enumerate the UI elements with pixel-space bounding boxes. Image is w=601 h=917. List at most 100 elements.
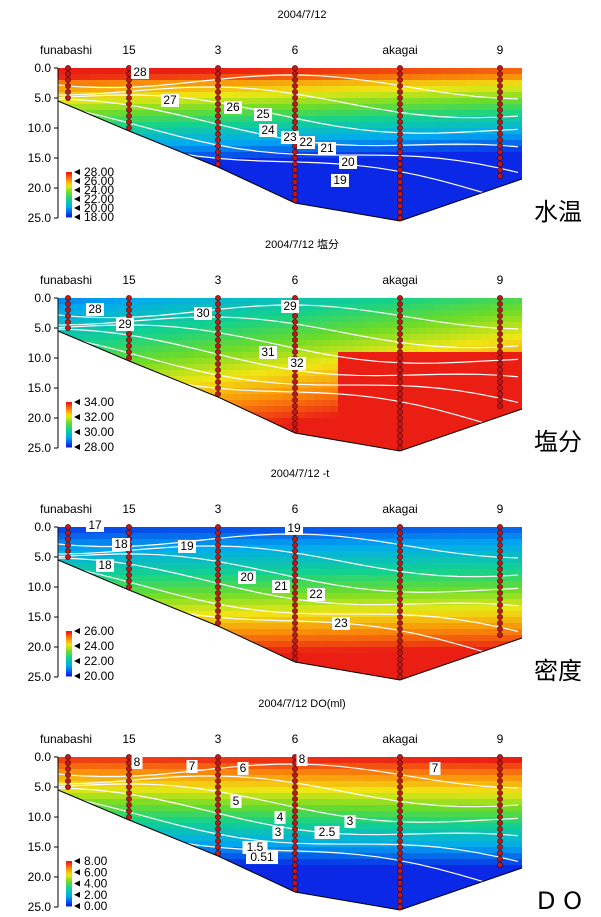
heat-cell <box>434 298 443 305</box>
heat-cell <box>394 557 403 564</box>
heat-cell <box>170 623 179 630</box>
heat-cell <box>210 605 219 612</box>
contour-label-bg <box>224 101 242 114</box>
sample-point <box>497 65 503 71</box>
heat-cell <box>474 665 483 672</box>
heat-cell <box>218 563 227 570</box>
heat-cell <box>362 400 371 407</box>
heat-cell <box>202 134 211 141</box>
heat-cell <box>362 659 371 666</box>
heat-cell <box>482 176 491 183</box>
heat-cell <box>186 647 195 654</box>
heat-cell <box>410 328 419 335</box>
heat-cell <box>58 659 67 666</box>
heat-cell <box>506 104 515 111</box>
heat-cell <box>322 340 331 347</box>
heat-cell <box>338 328 347 335</box>
heat-cell <box>274 74 283 81</box>
heat-cell <box>514 328 522 335</box>
heat-cell <box>114 340 123 347</box>
heat-cell <box>450 388 459 395</box>
heat-cell <box>66 164 75 171</box>
heat-cell <box>402 152 411 159</box>
heat-cell <box>330 635 339 642</box>
heat-cell <box>178 340 187 347</box>
heat-cell <box>90 545 99 552</box>
heat-cell <box>458 304 467 311</box>
heat-cell <box>258 539 267 546</box>
heat-cell <box>274 334 283 341</box>
heat-cell <box>506 629 515 636</box>
heat-cell <box>506 376 515 383</box>
heat-cell <box>418 122 427 129</box>
heat-cell <box>58 134 67 141</box>
heat-cell <box>82 146 91 153</box>
heat-cell <box>394 182 403 189</box>
heat-cell <box>122 158 131 165</box>
heat-cell <box>314 80 323 87</box>
heat-cell <box>162 539 171 546</box>
heat-cell <box>338 394 347 401</box>
sample-point <box>65 325 71 331</box>
sample-point <box>497 149 503 155</box>
heat-cell <box>122 86 131 93</box>
heat-cell <box>418 170 427 177</box>
heat-cell <box>362 188 371 195</box>
heat-cell <box>514 671 522 678</box>
sample-point <box>497 101 503 107</box>
y-tick-label: 20.0 <box>28 640 52 654</box>
heat-cell <box>66 328 75 335</box>
heat-cell <box>490 400 499 407</box>
heat-cell <box>74 364 83 371</box>
heat-cell <box>242 92 251 99</box>
sample-point <box>215 343 221 349</box>
heat-cell <box>226 304 235 311</box>
heat-cell <box>266 376 275 383</box>
heat-cell <box>234 334 243 341</box>
station-label: akagai <box>382 273 417 287</box>
heat-cell <box>394 563 403 570</box>
heat-cell <box>138 164 147 171</box>
heat-cell <box>266 316 275 323</box>
heat-cell <box>274 86 283 93</box>
heat-cell <box>178 599 187 606</box>
heat-cell <box>298 152 307 159</box>
heat-cell <box>274 340 283 347</box>
heat-cell <box>498 665 507 672</box>
heat-cell <box>226 140 235 147</box>
heat-cell <box>74 545 83 552</box>
heat-cell <box>482 352 491 359</box>
heat-cell <box>146 581 155 588</box>
heat-cell <box>362 218 371 221</box>
heat-cell <box>234 352 243 359</box>
heat-cell <box>330 400 339 407</box>
heat-cell <box>490 152 499 159</box>
heat-cell <box>162 545 171 552</box>
heat-cell <box>370 671 379 678</box>
heat-cell <box>482 593 491 600</box>
heat-cell <box>434 352 443 359</box>
heat-cell <box>370 206 379 213</box>
heat-cell <box>506 170 515 177</box>
heat-cell <box>362 587 371 594</box>
heat-cell <box>258 92 267 99</box>
heat-cell <box>370 557 379 564</box>
heat-cell <box>162 430 171 437</box>
heat-cell <box>162 436 171 443</box>
y-tick-label: 10.0 <box>28 351 52 365</box>
heat-cell <box>170 122 179 129</box>
heat-cell <box>106 310 115 317</box>
heat-cell <box>458 412 467 419</box>
heat-cell <box>498 671 507 678</box>
heat-cell <box>426 412 435 419</box>
heat-cell <box>394 527 403 534</box>
heat-cell <box>258 406 267 413</box>
sample-point <box>497 349 503 355</box>
heat-cell <box>266 212 275 219</box>
heat-cell <box>122 388 131 395</box>
heat-cell <box>434 200 443 207</box>
heat-cell <box>450 346 459 353</box>
heat-cell <box>402 304 411 311</box>
heat-cell <box>266 575 275 582</box>
heat-cell <box>474 539 483 546</box>
